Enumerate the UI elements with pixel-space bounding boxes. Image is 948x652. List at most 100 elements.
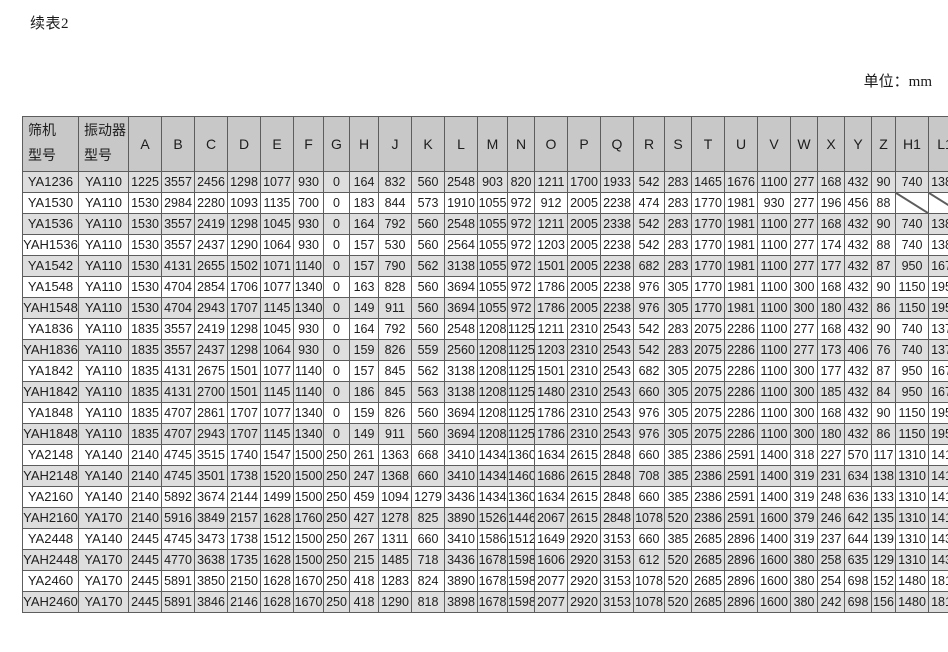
cell-screen-model: YA1848 [22, 402, 79, 424]
cell-a: 2445 [128, 549, 162, 571]
cell-m: 1208 [477, 318, 508, 340]
cell-x: 177 [817, 255, 845, 277]
cell-e: 1499 [260, 486, 294, 508]
cell-w: 277 [790, 339, 818, 361]
cell-y: 432 [844, 318, 872, 340]
cell-t: 2075 [691, 339, 725, 361]
cell-k: 560 [411, 276, 445, 298]
cell-g: 0 [323, 339, 350, 361]
cell-l1: 1671 [928, 381, 948, 403]
cell-x: 185 [817, 381, 845, 403]
cell-l1: 1416 [928, 486, 948, 508]
cell-q: 2238 [600, 297, 634, 319]
cell-m: 1678 [477, 570, 508, 592]
cell-b: 2984 [161, 192, 195, 214]
cell-z: 129 [871, 549, 896, 571]
table-row: YA2448 YA140 2445 4745 3473 1738 1512 1500 250 26… [22, 528, 948, 550]
cell-screen-model: YAH1548 [22, 297, 79, 319]
cell-n: 972 [507, 213, 535, 235]
cell-h1: 1150 [895, 402, 929, 424]
cell-m: 1678 [477, 549, 508, 571]
cell-m: 1434 [477, 465, 508, 487]
cell-a: 1835 [128, 381, 162, 403]
cell-d: 1706 [227, 276, 261, 298]
cell-f: 930 [293, 318, 324, 340]
cell-u: 2286 [724, 318, 758, 340]
cell-n: 972 [507, 297, 535, 319]
cell-j: 911 [378, 423, 412, 445]
cell-k: 560 [411, 402, 445, 424]
cell-g: 0 [323, 297, 350, 319]
cell-z: 135 [871, 507, 896, 529]
cell-q: 2848 [600, 444, 634, 466]
cell-l: 2548 [444, 213, 478, 235]
cell-t: 1770 [691, 297, 725, 319]
table-row: YA1536 YA110 1530 3557 2419 1298 1045 930 0 164 79… [22, 213, 948, 235]
cell-n: 1125 [507, 318, 535, 340]
cell-t: 2075 [691, 402, 725, 424]
cell-f: 1670 [293, 591, 324, 613]
cell-u: 2591 [724, 465, 758, 487]
cell-g: 0 [323, 213, 350, 235]
cell-e: 1628 [260, 549, 294, 571]
cell-m: 1434 [477, 486, 508, 508]
column-header-d: D [227, 116, 261, 172]
cell-l1: 1819 [928, 570, 948, 592]
cell-k: 818 [411, 591, 445, 613]
cell-h: 247 [349, 465, 379, 487]
cell-h1: 950 [895, 360, 929, 382]
cell-h: 163 [349, 276, 379, 298]
cell-g: 0 [323, 381, 350, 403]
cell-e: 1064 [260, 339, 294, 361]
cell-e: 1520 [260, 465, 294, 487]
cell-l: 3138 [444, 255, 478, 277]
cell-a: 1530 [128, 255, 162, 277]
cell-u: 2591 [724, 486, 758, 508]
cell-f: 1500 [293, 444, 324, 466]
cell-j: 1278 [378, 507, 412, 529]
cell-e: 1628 [260, 507, 294, 529]
cell-v: 1400 [757, 444, 791, 466]
cell-t: 2075 [691, 318, 725, 340]
cell-e: 1628 [260, 570, 294, 592]
cell-p: 2615 [567, 507, 601, 529]
cell-c: 3674 [194, 486, 228, 508]
cell-e: 1145 [260, 381, 294, 403]
cell-u: 2896 [724, 570, 758, 592]
cell-c: 2419 [194, 318, 228, 340]
cell-h1: 1310 [895, 465, 929, 487]
cell-w: 300 [790, 297, 818, 319]
cell-l1: 1431 [928, 528, 948, 550]
cell-x: 227 [817, 444, 845, 466]
cell-e: 1145 [260, 423, 294, 445]
cell-z: 90 [871, 171, 896, 193]
table-row: YAH1842 YA110 1835 4131 2700 1501 1145 1140 0 186… [22, 381, 948, 403]
cell-y: 636 [844, 486, 872, 508]
cell-k: 560 [411, 297, 445, 319]
cell-q: 2238 [600, 234, 634, 256]
cell-o: 1786 [534, 402, 568, 424]
cell-l1: 1956 [928, 402, 948, 424]
cell-m: 1055 [477, 234, 508, 256]
cell-h1: 1310 [895, 444, 929, 466]
cell-d: 1093 [227, 192, 261, 214]
cell-g: 250 [323, 549, 350, 571]
cell-r: 660 [633, 528, 665, 550]
cell-d: 2157 [227, 507, 261, 529]
cell-a: 2445 [128, 528, 162, 550]
cell-l: 3436 [444, 549, 478, 571]
cell-y: 432 [844, 360, 872, 382]
column-header-t: T [691, 116, 725, 172]
cell-a: 2140 [128, 507, 162, 529]
cell-m: 1526 [477, 507, 508, 529]
cell-x: 177 [817, 360, 845, 382]
cell-h1: 740 [895, 339, 929, 361]
cell-r: 542 [633, 213, 665, 235]
cell-j: 530 [378, 234, 412, 256]
cell-e: 1077 [260, 360, 294, 382]
cell-z: 87 [871, 360, 896, 382]
cell-v: 1100 [757, 234, 791, 256]
cell-u: 2896 [724, 591, 758, 613]
cell-z: 90 [871, 276, 896, 298]
